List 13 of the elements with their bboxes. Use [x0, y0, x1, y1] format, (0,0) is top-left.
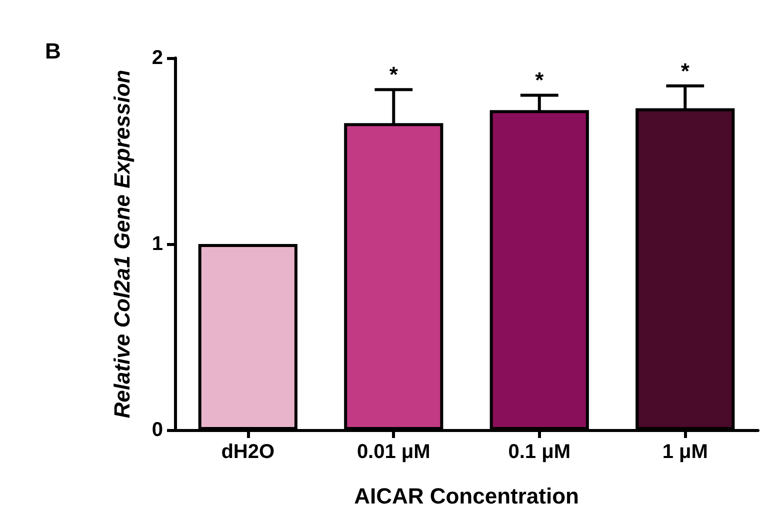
- y-tick-label: 0: [152, 419, 163, 441]
- y-tick-label: 1: [152, 233, 163, 255]
- x-tick-label: 0.1 μM: [508, 441, 571, 463]
- annotation: *: [535, 68, 544, 93]
- y-axis-title: Relative Col2a1 Gene Expression: [110, 70, 134, 418]
- x-tick-label: dH2O: [221, 441, 275, 463]
- x-tick-label: 0.01 μM: [356, 441, 430, 463]
- y-tick-label: 2: [152, 47, 163, 69]
- x-axis-title: AICAR Concentration: [354, 484, 579, 508]
- x-tick-label: 1 μM: [662, 441, 708, 463]
- annotation: *: [680, 58, 690, 84]
- annotation: *: [389, 62, 398, 88]
- text: B: [45, 38, 61, 64]
